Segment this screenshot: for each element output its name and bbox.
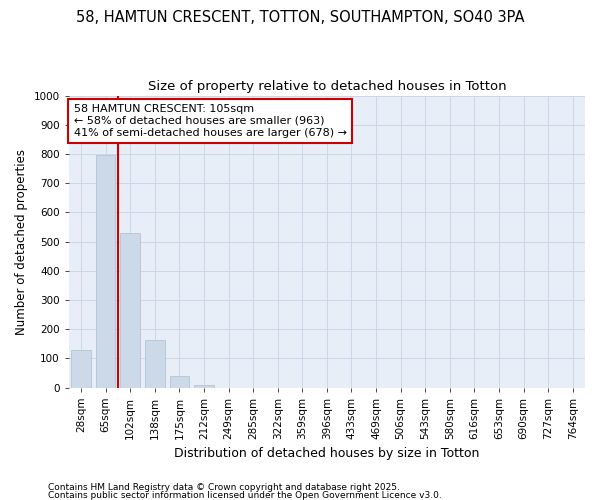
Text: 58, HAMTUN CRESCENT, TOTTON, SOUTHAMPTON, SO40 3PA: 58, HAMTUN CRESCENT, TOTTON, SOUTHAMPTON… bbox=[76, 10, 524, 25]
Bar bbox=[145, 340, 164, 388]
Y-axis label: Number of detached properties: Number of detached properties bbox=[15, 148, 28, 334]
Title: Size of property relative to detached houses in Totton: Size of property relative to detached ho… bbox=[148, 80, 506, 93]
Text: Contains public sector information licensed under the Open Government Licence v3: Contains public sector information licen… bbox=[48, 490, 442, 500]
Bar bbox=[194, 384, 214, 388]
X-axis label: Distribution of detached houses by size in Totton: Distribution of detached houses by size … bbox=[174, 447, 479, 460]
Text: Contains HM Land Registry data © Crown copyright and database right 2025.: Contains HM Land Registry data © Crown c… bbox=[48, 484, 400, 492]
Bar bbox=[170, 376, 189, 388]
Bar bbox=[121, 233, 140, 388]
Bar bbox=[71, 350, 91, 388]
Text: 58 HAMTUN CRESCENT: 105sqm
← 58% of detached houses are smaller (963)
41% of sem: 58 HAMTUN CRESCENT: 105sqm ← 58% of deta… bbox=[74, 104, 347, 138]
Bar bbox=[96, 156, 115, 388]
